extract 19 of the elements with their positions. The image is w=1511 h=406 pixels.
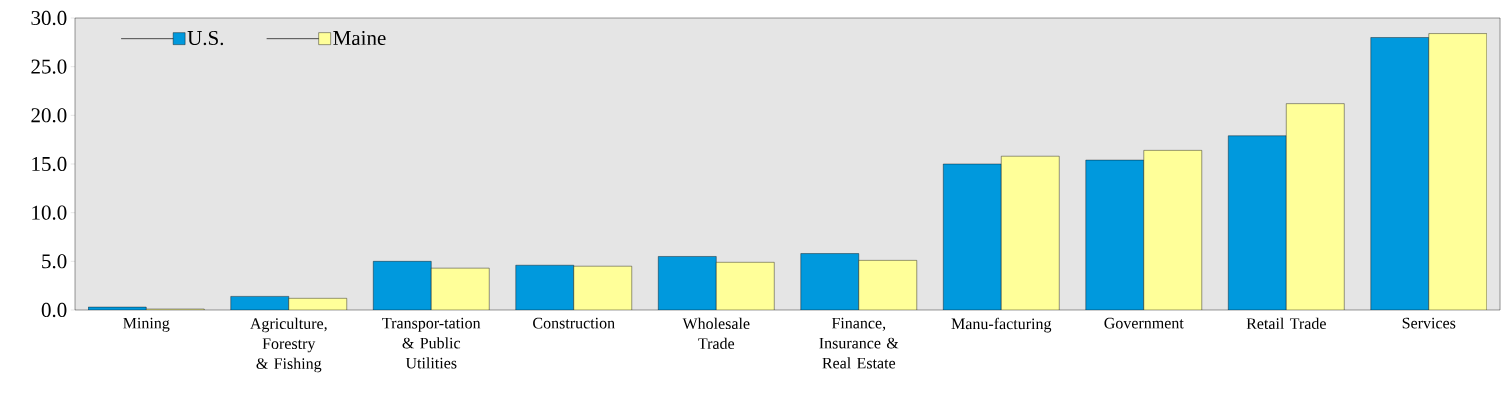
x-tick-label: Construction xyxy=(533,317,615,329)
y-tick-label: 15.0 xyxy=(32,156,67,172)
y-tick-label: 5.0 xyxy=(42,254,67,269)
x-tick-label: Finance, Insurance & Real Estate xyxy=(819,317,899,369)
x-tick-label: Retail Trade xyxy=(1246,317,1326,330)
y-tick-label: 10.0 xyxy=(32,205,67,220)
x-tick-label: Wholesale Trade xyxy=(682,317,750,350)
legend-label: U.S. xyxy=(187,30,224,46)
x-tick-label: Agriculture, Forestry & Fishing xyxy=(250,317,327,373)
y-tick-label: 20.0 xyxy=(31,108,67,123)
x-tick-label: Manu-facturing xyxy=(951,317,1052,333)
x-tick-label: Services xyxy=(1402,317,1456,329)
y-tick-label: 30.0 xyxy=(31,10,67,26)
x-tick-label: Government xyxy=(1104,317,1184,329)
legend-label: Maine xyxy=(333,30,386,46)
y-tick-label: 25.0 xyxy=(31,59,67,74)
y-tick-label: 0.0 xyxy=(41,302,67,318)
x-tick-label: Transpor-tation & Public Utilities xyxy=(382,317,481,369)
x-tick-label: Mining xyxy=(123,317,170,332)
